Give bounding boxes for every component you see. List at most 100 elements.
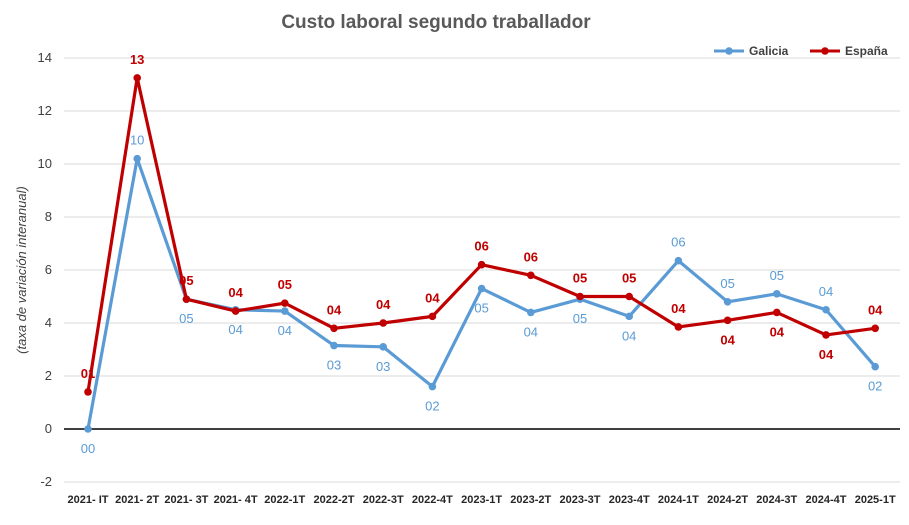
data-label: 04 bbox=[524, 324, 538, 339]
data-label: 05 bbox=[278, 277, 292, 292]
y-tick-label: 0 bbox=[45, 421, 52, 436]
chart-title: Custo laboral segundo traballador bbox=[281, 12, 591, 33]
data-label: 02 bbox=[868, 379, 882, 394]
x-tick-label: 2021- IT bbox=[68, 494, 109, 506]
data-point bbox=[133, 74, 141, 82]
data-point bbox=[871, 324, 879, 333]
data-point bbox=[625, 312, 633, 321]
x-tick-label: 2024-1T bbox=[658, 494, 699, 506]
data-label: 03 bbox=[327, 358, 341, 373]
x-tick-label: 2023-1T bbox=[461, 494, 502, 506]
data-label: 04 bbox=[327, 302, 342, 317]
data-label: 02 bbox=[425, 399, 439, 414]
data-label: 04 bbox=[671, 301, 686, 316]
legend: Galicia España bbox=[714, 44, 888, 58]
data-point bbox=[674, 323, 683, 331]
data-point bbox=[231, 307, 240, 315]
data-label: 04 bbox=[425, 290, 440, 305]
data-point bbox=[871, 362, 879, 371]
y-axis-label: (taxa de variación interanual) bbox=[14, 186, 29, 354]
data-label: 04 bbox=[228, 285, 243, 300]
data-point bbox=[625, 292, 633, 301]
data-point bbox=[281, 307, 289, 315]
series-galicia: 00 10 05 04 04 03 03 02 05 04 05 04 06 05 05 04 02 bbox=[81, 133, 883, 456]
data-label: 06 bbox=[524, 249, 538, 264]
data-label: 06 bbox=[474, 239, 488, 254]
data-point bbox=[822, 331, 830, 339]
data-label: 05 bbox=[720, 276, 734, 291]
y-tick-label: 2 bbox=[45, 368, 52, 383]
x-tick-label: 2021- 4T bbox=[214, 494, 258, 506]
data-label: 00 bbox=[81, 441, 95, 456]
data-point bbox=[822, 305, 830, 314]
y-tick-label: -2 bbox=[40, 474, 52, 489]
x-tick-label: 2022-1T bbox=[264, 494, 305, 506]
legend-item: España bbox=[810, 44, 888, 58]
data-point bbox=[428, 382, 437, 391]
data-point bbox=[428, 312, 437, 321]
gridlines bbox=[64, 57, 900, 483]
y-axis-ticks: -2 0 2 4 6 8 10 12 14 bbox=[38, 50, 52, 489]
data-label: 05 bbox=[474, 301, 488, 316]
data-point bbox=[674, 256, 683, 265]
data-label: 05 bbox=[573, 311, 587, 326]
legend-label: España bbox=[845, 44, 888, 58]
data-label: 01 bbox=[81, 366, 95, 381]
x-tick-label: 2023-3T bbox=[560, 494, 601, 506]
y-tick-label: 14 bbox=[38, 50, 52, 65]
x-tick-label: 2024-4T bbox=[806, 494, 847, 506]
x-tick-label: 2025-1T bbox=[855, 494, 896, 506]
series-line bbox=[86, 76, 877, 394]
legend-marker bbox=[821, 47, 829, 55]
data-point bbox=[576, 292, 584, 301]
data-point bbox=[281, 299, 289, 307]
data-point bbox=[477, 284, 486, 293]
y-tick-label: 10 bbox=[38, 156, 52, 171]
data-label: 06 bbox=[671, 235, 685, 250]
series-layer: 00 10 05 04 04 03 03 02 05 04 05 04 06 05 05 04 02 01 13 05… bbox=[81, 52, 883, 456]
x-tick-label: 2024-2T bbox=[707, 494, 748, 506]
data-label: 05 bbox=[573, 271, 587, 286]
data-point bbox=[330, 324, 338, 333]
data-point bbox=[84, 388, 92, 396]
data-point bbox=[84, 425, 92, 433]
data-point bbox=[182, 295, 191, 303]
data-label: 05 bbox=[770, 268, 784, 283]
data-label: 04 bbox=[720, 332, 735, 347]
legend-item: Galicia bbox=[714, 44, 789, 58]
data-label: 04 bbox=[770, 324, 785, 339]
data-point bbox=[723, 316, 732, 325]
data-label: 04 bbox=[376, 297, 391, 312]
x-tick-label: 2021- 3T bbox=[164, 494, 208, 506]
x-tick-label: 2022-4T bbox=[412, 494, 453, 506]
x-tick-label: 2024-3T bbox=[756, 494, 797, 506]
x-tick-label: 2022-3T bbox=[363, 494, 404, 506]
x-tick-label: 2021- 2T bbox=[115, 494, 159, 506]
data-label: 05 bbox=[179, 273, 193, 288]
x-tick-label: 2023-4T bbox=[609, 494, 650, 506]
series-line bbox=[86, 157, 877, 431]
data-label: 13 bbox=[130, 52, 144, 67]
x-axis-ticks: 2021- IT 2021- 2T 2021- 3T 2021- 4T 2022-1T 2… bbox=[68, 494, 896, 506]
data-label: 04 bbox=[622, 328, 636, 343]
data-label: 04 bbox=[819, 347, 834, 362]
y-tick-label: 12 bbox=[38, 103, 52, 118]
data-label: 10 bbox=[130, 133, 144, 148]
data-point bbox=[773, 290, 781, 298]
data-point bbox=[723, 298, 732, 306]
data-point bbox=[330, 341, 338, 350]
data-label: 04 bbox=[228, 322, 242, 337]
data-point bbox=[773, 308, 781, 317]
data-point bbox=[527, 308, 535, 317]
data-label: 03 bbox=[376, 359, 390, 374]
data-point bbox=[133, 154, 141, 163]
legend-marker bbox=[725, 47, 733, 55]
legend-label: Galicia bbox=[749, 44, 789, 58]
data-point bbox=[527, 271, 535, 280]
y-tick-label: 8 bbox=[45, 209, 52, 224]
series-espana: 01 13 05 04 05 04 04 04 06 06 05 05 04 04 04 04 04 bbox=[81, 52, 883, 396]
data-point bbox=[477, 260, 486, 269]
x-tick-label: 2023-2T bbox=[510, 494, 551, 506]
data-label: 05 bbox=[622, 271, 636, 286]
